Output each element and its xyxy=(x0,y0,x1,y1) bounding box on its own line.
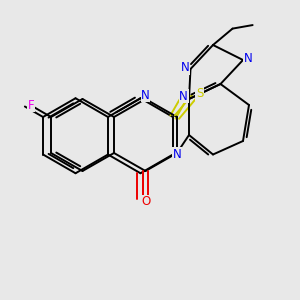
Text: N: N xyxy=(141,89,150,102)
Text: F: F xyxy=(28,98,34,112)
Text: N: N xyxy=(172,148,182,161)
Text: S: S xyxy=(196,87,203,101)
Text: N: N xyxy=(181,61,190,74)
Text: N: N xyxy=(179,89,188,103)
Text: N: N xyxy=(244,52,253,65)
Text: O: O xyxy=(141,195,150,208)
